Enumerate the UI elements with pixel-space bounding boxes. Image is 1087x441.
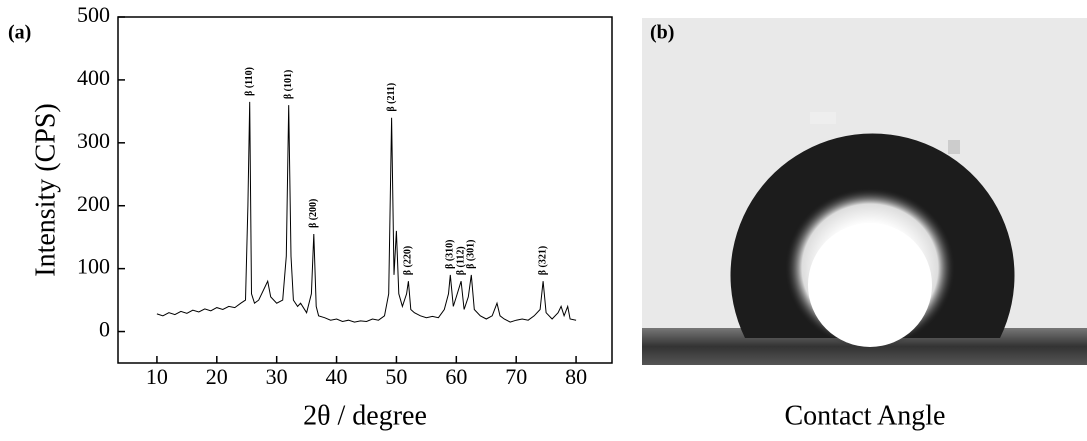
y-tick-label: 200: [77, 191, 110, 216]
peak-label: β (321): [537, 246, 548, 275]
y-axis-label: Intensity (CPS): [30, 103, 61, 276]
peak-label: β (101): [283, 70, 294, 99]
peak-label: β (200): [308, 199, 319, 228]
y-tick-label: 300: [77, 128, 110, 153]
peak-label: β (310): [445, 239, 456, 268]
plot-frame: [117, 16, 613, 364]
reflection: [948, 140, 960, 154]
y-tick-label: 0: [99, 317, 110, 342]
x-tick-label: 30: [266, 364, 288, 389]
photo-caption: Contact Angle: [785, 400, 946, 431]
y-tick-label: 400: [77, 65, 110, 90]
x-tick-label: 40: [326, 364, 348, 389]
panel-label: (b): [650, 22, 674, 44]
peak-label: β (220): [403, 246, 414, 275]
x-tick-label: 50: [385, 364, 407, 389]
x-tick-label: 20: [206, 364, 228, 389]
x-tick-label: 70: [505, 364, 527, 389]
droplet-core: [808, 223, 932, 347]
x-tick-label: 60: [445, 364, 467, 389]
photo: (b): [642, 18, 1087, 365]
peak-label: β (301): [466, 239, 477, 268]
peak-label: β (110): [244, 67, 255, 96]
x-tick-label: 10: [146, 364, 168, 389]
y-tick-label: 100: [77, 254, 110, 279]
panel-label: (a): [8, 22, 31, 44]
y-tick-label: 500: [77, 2, 110, 27]
x-axis-label: 2θ / degree: [303, 400, 427, 431]
reflection: [810, 112, 836, 124]
peak-label: β (112): [455, 246, 466, 275]
xrd-line: [156, 101, 577, 323]
peak-label: β (211): [386, 83, 397, 112]
x-tick-label: 80: [565, 364, 587, 389]
